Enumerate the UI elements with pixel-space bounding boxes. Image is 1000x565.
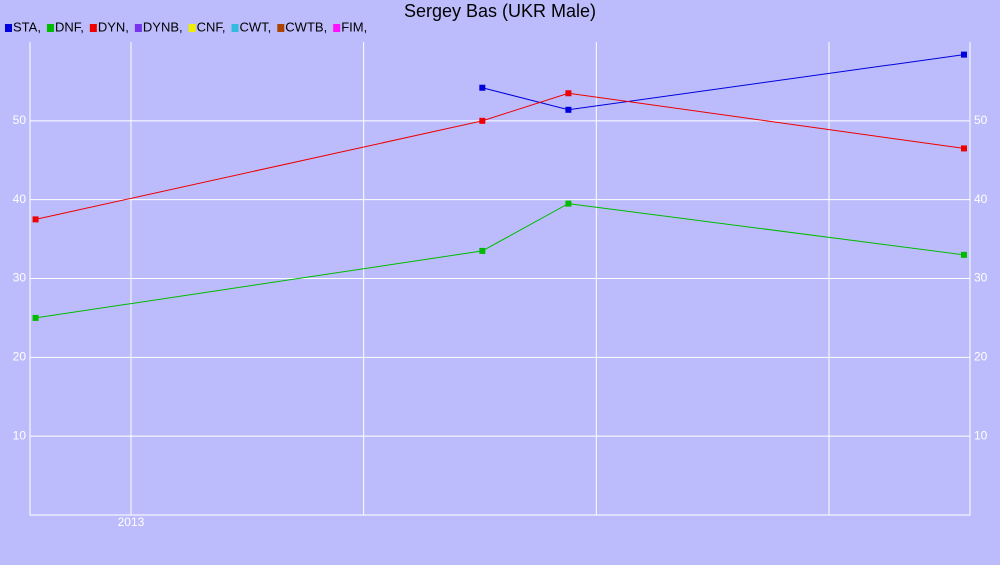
series-line	[482, 54, 965, 111]
legend-swatch	[5, 24, 12, 32]
y-tick-label: 40	[974, 192, 988, 206]
point	[479, 84, 486, 91]
y-tick-label: 10	[13, 428, 27, 442]
y-tick-label: 10	[974, 428, 988, 442]
point	[960, 51, 967, 58]
point	[32, 314, 39, 321]
point	[565, 200, 572, 207]
legend-swatch	[333, 24, 341, 32]
legend-swatch	[231, 24, 239, 32]
y-tick-label: 50	[13, 113, 27, 127]
axis-frame	[29, 42, 971, 516]
legend-label: DYNB,	[143, 19, 183, 34]
legend-swatch	[277, 24, 285, 32]
series-line	[35, 203, 965, 319]
y-tick-label: 30	[974, 271, 988, 285]
point	[960, 251, 967, 258]
chart-title: Sergey Bas (UKR Male)	[404, 1, 596, 21]
legend-label: DNF,	[55, 19, 84, 34]
legend-swatch	[89, 24, 97, 32]
y-tick-label: 20	[974, 350, 988, 364]
point	[32, 216, 39, 223]
point	[565, 90, 572, 97]
y-tick-label: 30	[13, 271, 27, 285]
y-tick-label: 50	[974, 113, 988, 127]
point	[479, 117, 486, 124]
series-line	[35, 92, 965, 220]
legend-label: DYN,	[98, 19, 129, 34]
legend-label: CWT,	[240, 19, 272, 34]
legend-label: FIM,	[341, 19, 367, 34]
y-tick-label: 40	[13, 192, 27, 206]
legend-swatch	[188, 24, 196, 32]
point	[479, 247, 486, 254]
point	[960, 145, 967, 152]
x-tick-label: 2013	[118, 515, 145, 529]
legend-swatch	[46, 24, 54, 32]
y-tick-label: 20	[13, 350, 27, 364]
legend-label: CWTB,	[285, 19, 327, 34]
legend-label: CNF,	[197, 19, 226, 34]
legend-swatch	[134, 24, 142, 32]
point	[565, 106, 572, 113]
legend-label: STA,	[13, 19, 41, 34]
